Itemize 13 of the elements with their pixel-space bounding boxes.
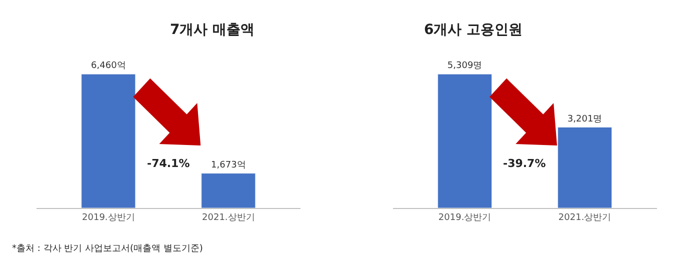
x-tick-label: 2019.상반기	[438, 212, 492, 223]
x-tick-label: 2021.상반기	[558, 212, 612, 223]
data-label: 3,201명	[567, 114, 602, 124]
annotation: -74.1%	[147, 157, 190, 170]
x-tick-label: 2019.상반기	[82, 212, 135, 223]
chart-title: 7개사 매출액	[170, 22, 255, 38]
data-label: 5,309명	[447, 61, 482, 72]
x-tick-label: 2021.상반기	[202, 212, 255, 223]
annotation: -39.7%	[503, 157, 546, 170]
data-label: 6,460억	[91, 61, 126, 72]
text: *출처 : 각사 반기 사업보고서(매출액 별도기준)	[12, 244, 203, 254]
data-label: 1,673억	[211, 160, 246, 170]
chart-title: 6개사 고용인원	[424, 22, 523, 38]
